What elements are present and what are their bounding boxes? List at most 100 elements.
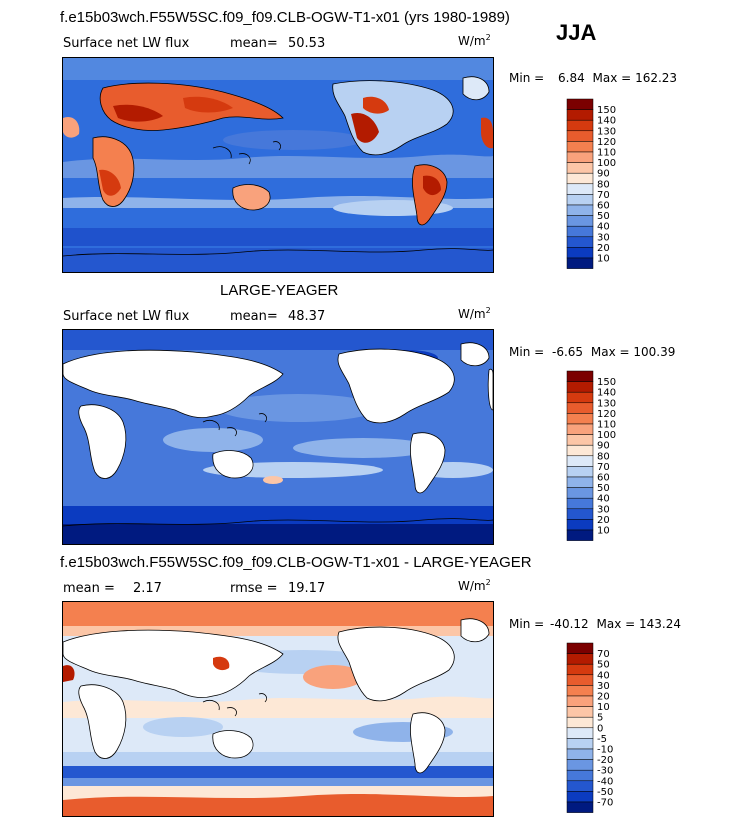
panel2-mean-value: 48.37 [288,309,326,324]
colorbar-box [566,466,594,478]
panel2-variable: Surface net LW flux [63,309,190,324]
colorbar-box [566,642,594,654]
panel3-mean-label: mean = [63,581,115,596]
colorbar-box [566,716,594,729]
colorbar-box [566,769,594,782]
colorbar-tick-label: 150 [597,377,616,388]
colorbar-tick-label: 140 [597,116,616,127]
colorbar-box [566,151,594,163]
colorbar-box [566,381,594,393]
colorbar-box [566,204,594,216]
colorbar-box [566,759,594,771]
panel3-units: W/m2 [458,578,491,593]
colorbar-box [566,109,594,121]
colorbar-tick-label: 5 [597,713,603,724]
panel1-max-label: Max = [592,71,632,85]
colorbar-box [566,391,594,404]
panel3-map [62,601,494,817]
colorbar-box [566,653,594,665]
colorbar-box [566,476,594,488]
colorbar-tick-label: 110 [597,148,616,159]
panel1-variable: Surface net LW flux [63,36,190,51]
colorbar-tick-label: 30 [597,232,610,243]
colorbar-tick-label: 150 [597,105,616,116]
panel2-units: W/m2 [458,306,491,321]
panel1-title: f.e15b03wch.F55W5SC.f09_f09.CLB-OGW-T1-x… [60,9,510,26]
colorbar-tick-label: 50 [597,660,610,671]
colorbar-box [566,257,594,269]
colorbar-box [566,402,594,414]
panel1-mean-value: 50.53 [288,36,326,51]
colorbar-tick-label: 100 [597,158,616,169]
colorbar-tick-label: 10 [597,254,610,265]
panel3-max-label: Max = [596,617,636,631]
colorbar-tick-label: 40 [597,494,610,505]
panel2-minmax: Min = -6.65 Max = 100.39 [509,345,675,359]
colorbar-tick-label: 40 [597,670,610,681]
colorbar-tick-label: 10 [597,526,610,537]
panel2-map [62,329,494,545]
colorbar-tick-label: -20 [597,755,613,766]
colorbar-box [566,780,594,792]
colorbar-tick-label: 70 [597,649,610,660]
colorbar-box [566,455,594,467]
colorbar-tick-label: 50 [597,483,610,494]
colorbar-box [566,685,594,697]
panel2-max-label: Max = [590,345,630,359]
panel2-min-value: -6.65 [552,345,584,359]
colorbar-tick-label: 0 [597,723,603,734]
colorbar-box [566,423,594,435]
colorbar-tick-label: 80 [597,179,610,190]
colorbar-box [566,141,594,153]
colorbar-box [566,663,594,676]
panel1-mean-label: mean= [230,36,278,51]
colorbar-tick-label: 90 [597,441,610,452]
colorbar-tick-label: -10 [597,745,613,756]
colorbar-tick-label: 50 [597,211,610,222]
colorbar-box [566,791,594,803]
colorbar-box [566,519,594,531]
colorbar-tick-label: 80 [597,451,610,462]
panel3-mean-value: 2.17 [133,581,162,596]
colorbar-tick-label: 20 [597,243,610,254]
colorbar-tick-label: -5 [597,734,607,745]
colorbar-box [566,695,594,707]
panel3-min-label: Min = [509,617,545,631]
colorbar-tick-label: 40 [597,222,610,233]
colorbar-tick-label: 10 [597,702,610,713]
colorbar-tick-label: -30 [597,766,613,777]
panel1-minmax: Min = 6.84 Max = 162.23 [509,71,677,85]
panel1-min-value: 6.84 [558,71,585,85]
colorbar-box [566,727,594,739]
colorbar-box [566,497,594,510]
colorbar-box [566,413,594,425]
colorbar-box [566,444,594,457]
colorbar-tick-label: 70 [597,462,610,473]
panel3-min-value: -40.12 [550,617,589,631]
panel3-rmse-label: rmse = [230,581,278,596]
colorbar-tick-label: 60 [597,473,610,484]
panel3-max-value: 143.24 [639,617,682,631]
colorbar-tick-label: 60 [597,201,610,212]
colorbar-box [566,172,594,185]
colorbar-tick-label: -50 [597,787,613,798]
colorbar-tick-label: 120 [597,409,616,420]
colorbar-tick-label: 20 [597,692,610,703]
panel1-map [62,57,494,273]
colorbar-box [566,487,594,499]
colorbar-box [566,119,594,132]
colorbar-tick-label: 100 [597,430,616,441]
panel1-colorbar: 150 140 130 120 110 100 90 80 70 60 50 40 30 20 10 [566,98,627,269]
panel2-mean-label: mean= [230,309,278,324]
colorbar-box [566,529,594,541]
colorbar-tick-label: 110 [597,420,616,431]
colorbar-box [566,370,594,382]
colorbar-box [566,706,594,718]
panel3-title: f.e15b03wch.F55W5SC.f09_f09.CLB-OGW-T1-x… [60,554,532,571]
colorbar-tick-label: 70 [597,190,610,201]
colorbar-box [566,215,594,227]
colorbar-tick-label: 30 [597,681,610,692]
colorbar-box [566,247,594,259]
colorbar-tick-label: 20 [597,515,610,526]
colorbar-box [566,738,594,750]
